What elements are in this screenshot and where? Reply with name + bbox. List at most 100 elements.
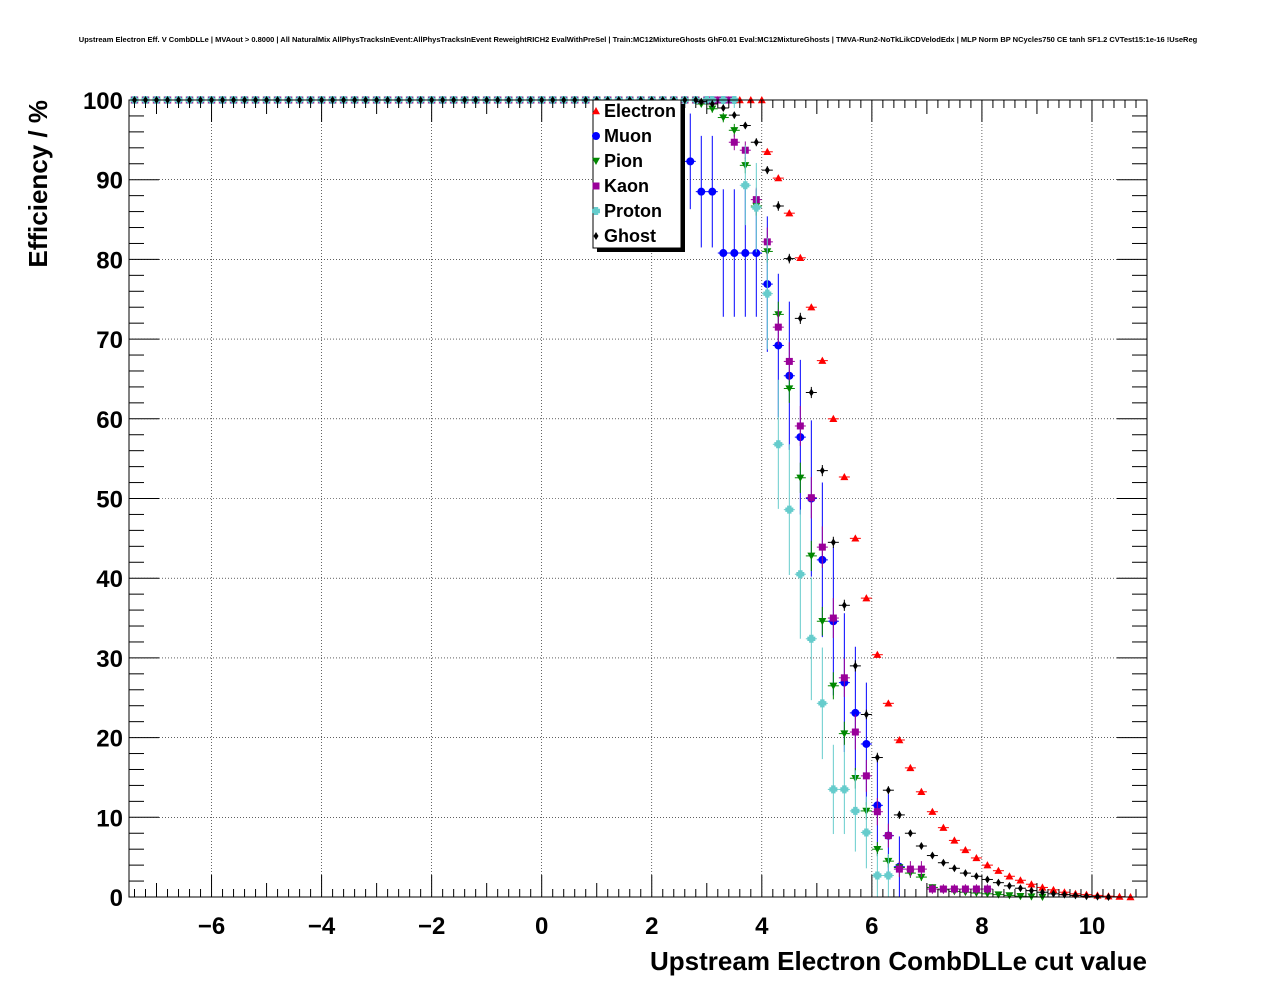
ghost-point: [775, 202, 781, 211]
x-tick-label: 4: [755, 913, 769, 940]
pion-point: [873, 845, 882, 854]
y-tick-label: 90: [96, 168, 123, 195]
kaon-point: [807, 494, 815, 502]
y-tick-label: 60: [96, 407, 123, 434]
electron-point: [928, 807, 937, 815]
kaon-point: [983, 885, 991, 893]
muon-point: [862, 739, 871, 748]
electron-point: [785, 209, 794, 217]
legend-label-muon: Muon: [604, 126, 652, 146]
ghost-point: [764, 166, 770, 175]
kaon-point: [884, 832, 892, 840]
ghost-point: [819, 466, 825, 475]
electron-point: [1016, 876, 1025, 884]
proton-point: [741, 181, 750, 190]
electron-point: [1049, 885, 1058, 894]
kaon-point: [972, 885, 980, 893]
kaon-point: [928, 885, 936, 893]
kaon-point: [785, 357, 793, 365]
ghost-point: [786, 254, 792, 263]
x-tick-label: −6: [198, 913, 225, 940]
ghost-point: [1083, 892, 1089, 901]
pion-point: [730, 127, 739, 135]
electron-point: [1038, 883, 1047, 891]
electron-point: [873, 650, 882, 658]
x-tick-label: 0: [535, 913, 548, 940]
pion-point: [785, 385, 794, 393]
electron-point: [807, 303, 816, 311]
legend-marker-proton: [592, 207, 600, 215]
kaon-point: [950, 885, 958, 893]
electron-point: [1027, 880, 1036, 888]
kaon-point: [796, 422, 804, 430]
ghost-point: [797, 314, 803, 323]
muon-point: [719, 249, 728, 258]
kaon-point: [862, 772, 870, 780]
ghost-point: [929, 851, 935, 860]
ghost-point: [918, 841, 924, 850]
pion-point: [818, 618, 827, 626]
electron-point: [763, 147, 772, 156]
muon-point: [708, 187, 717, 196]
electron-point: [983, 861, 992, 869]
x-tick-label: 6: [865, 913, 878, 940]
electron-point: [895, 735, 904, 744]
electron-point: [950, 836, 959, 844]
proton-point: [829, 785, 838, 794]
proton-point: [752, 203, 761, 212]
muon-point: [752, 249, 761, 258]
proton-point: [884, 871, 893, 880]
pion-point: [807, 552, 816, 560]
ghost-point: [753, 138, 759, 147]
proton-point: [840, 785, 849, 794]
muon-point: [851, 708, 860, 717]
kaon-point: [906, 865, 914, 873]
kaon-point: [961, 885, 969, 893]
x-tick-label: 2: [645, 913, 658, 940]
pion-point: [1005, 892, 1014, 900]
electron-point: [862, 594, 871, 602]
muon-point: [774, 341, 783, 350]
series-proton: [129, 96, 894, 897]
electron-point: [774, 174, 783, 182]
y-tick-label: 100: [83, 88, 123, 115]
pion-point: [994, 891, 1003, 899]
electron-point: [972, 853, 981, 862]
ghost-point: [962, 869, 968, 878]
legend: Electron Muon Pion Kaon Proton Ghost: [592, 99, 685, 252]
pion-point: [708, 105, 717, 113]
ghost-point: [863, 710, 869, 719]
x-axis-title: Upstream Electron CombDLLe cut value: [650, 946, 1147, 976]
proton-point: [785, 505, 794, 514]
ghost-point: [874, 753, 880, 762]
ghost-point: [995, 878, 1001, 887]
proton-point: [851, 806, 860, 815]
y-tick-label: 30: [96, 646, 123, 673]
ghost-point: [742, 121, 748, 130]
electron-point: [884, 699, 893, 707]
x-tick-label: −4: [308, 913, 336, 940]
y-tick-label: 0: [110, 885, 123, 912]
electron-point: [961, 845, 970, 854]
kaon-point: [939, 885, 947, 893]
kaon-point: [840, 674, 848, 682]
proton-point: [796, 570, 805, 579]
electron-point: [829, 414, 838, 422]
legend-marker-pion: [592, 157, 600, 165]
legend-marker-muon: [592, 132, 600, 140]
muon-point: [697, 187, 706, 196]
legend-marker-kaon: [592, 182, 600, 190]
x-tick-label: 10: [1079, 913, 1106, 940]
proton-point: [774, 440, 783, 449]
electron-point: [1115, 892, 1124, 900]
ghost-point: [852, 661, 858, 670]
ghost-point: [1028, 886, 1034, 895]
ghost-point: [1039, 888, 1045, 897]
electron-point: [1005, 872, 1014, 880]
kaon-point: [730, 138, 738, 146]
legend-label-pion: Pion: [604, 151, 643, 171]
proton-point: [807, 634, 816, 643]
ghost-point: [984, 875, 990, 884]
